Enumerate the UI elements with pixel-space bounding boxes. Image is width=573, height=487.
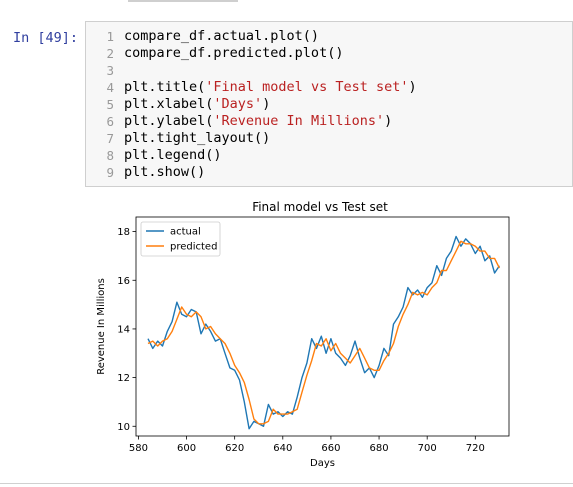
code-line[interactable]: compare_df.actual.plot() [124,28,320,44]
y-axis-label: Revenue In Millions [96,278,107,375]
code-token: plt.ylabel( [124,113,214,129]
line-number: 4 [106,80,114,95]
code-line[interactable]: plt.title('Final model vs Test set') [124,79,417,96]
code-line[interactable]: plt.tight_layout() [124,130,271,146]
chart-title: Final model vs Test set [252,200,388,214]
code-line[interactable] [124,62,417,79]
code-token: plt.title( [124,79,206,95]
code-token: ) [262,96,271,112]
x-tick-label: 620 [225,443,244,454]
line-number: 7 [106,131,114,146]
code-line[interactable]: plt.legend() [124,147,222,163]
series-line-predicted [147,240,501,425]
x-tick-label: 640 [273,443,292,454]
line-number: 3 [106,63,114,78]
string-literal: 'Days' [213,96,263,112]
line-number: 1 [106,29,114,44]
code-line[interactable]: plt.ylabel('Revenue In Millions') [124,113,417,130]
x-tick-label: 600 [177,443,196,454]
y-tick-label: 12 [117,373,130,384]
line-number: 6 [106,114,114,129]
code-cell[interactable]: In [49]: 1 2 3 4 5 6 7 8 9 compare_df.ac… [0,21,573,189]
x-axis-label: Days [310,458,335,469]
series-lines [147,235,501,430]
line-number: 5 [106,97,114,112]
legend-actual-label: actual [170,227,201,238]
code-token: ) [408,79,417,95]
y-tick-label: 18 [117,227,130,238]
y-tick-label: 10 [117,422,130,433]
code-line[interactable]: plt.show() [124,164,206,180]
code-token: ) [384,113,393,129]
code-editor[interactable]: 1 2 3 4 5 6 7 8 9 compare_df.actual.plot… [85,21,573,187]
code-line[interactable]: plt.xlabel('Days') [124,96,417,113]
string-literal: 'Revenue In Millions' [213,113,385,129]
x-tick-label: 700 [418,443,437,454]
legend: actual predicted [140,221,221,257]
legend-predicted-label: predicted [170,242,217,253]
x-tick-label: 660 [321,443,340,454]
x-ticks: 580 600 620 640 660 680 700 720 [129,436,485,454]
y-tick-label: 16 [117,276,130,287]
code-token: plt.xlabel( [124,96,214,112]
previous-cell-edge [128,0,238,2]
plot-output: Final model vs Test set 10 12 14 16 18 580 60… [90,196,520,476]
code-line[interactable]: compare_df.predicted.plot() [124,45,344,61]
y-ticks: 10 12 14 16 18 [117,227,136,433]
y-tick-label: 14 [117,324,130,335]
series-line-actual [147,235,500,430]
x-tick-label: 580 [129,443,148,454]
line-chart: Final model vs Test set 10 12 14 16 18 580 60… [96,200,510,469]
plot-area-frame [135,216,510,437]
line-number: 9 [106,165,114,180]
line-number: 2 [106,46,114,61]
output-divider [0,483,573,484]
line-number-gutter: 1 2 3 4 5 6 7 8 9 [86,28,114,181]
x-tick-label: 720 [466,443,485,454]
x-tick-label: 680 [370,443,389,454]
string-literal: 'Final model vs Test set' [205,79,409,95]
line-number: 8 [106,148,114,163]
code-lines[interactable]: compare_df.actual.plot() compare_df.pred… [124,28,417,181]
cell-prompt: In [49]: [13,30,79,46]
